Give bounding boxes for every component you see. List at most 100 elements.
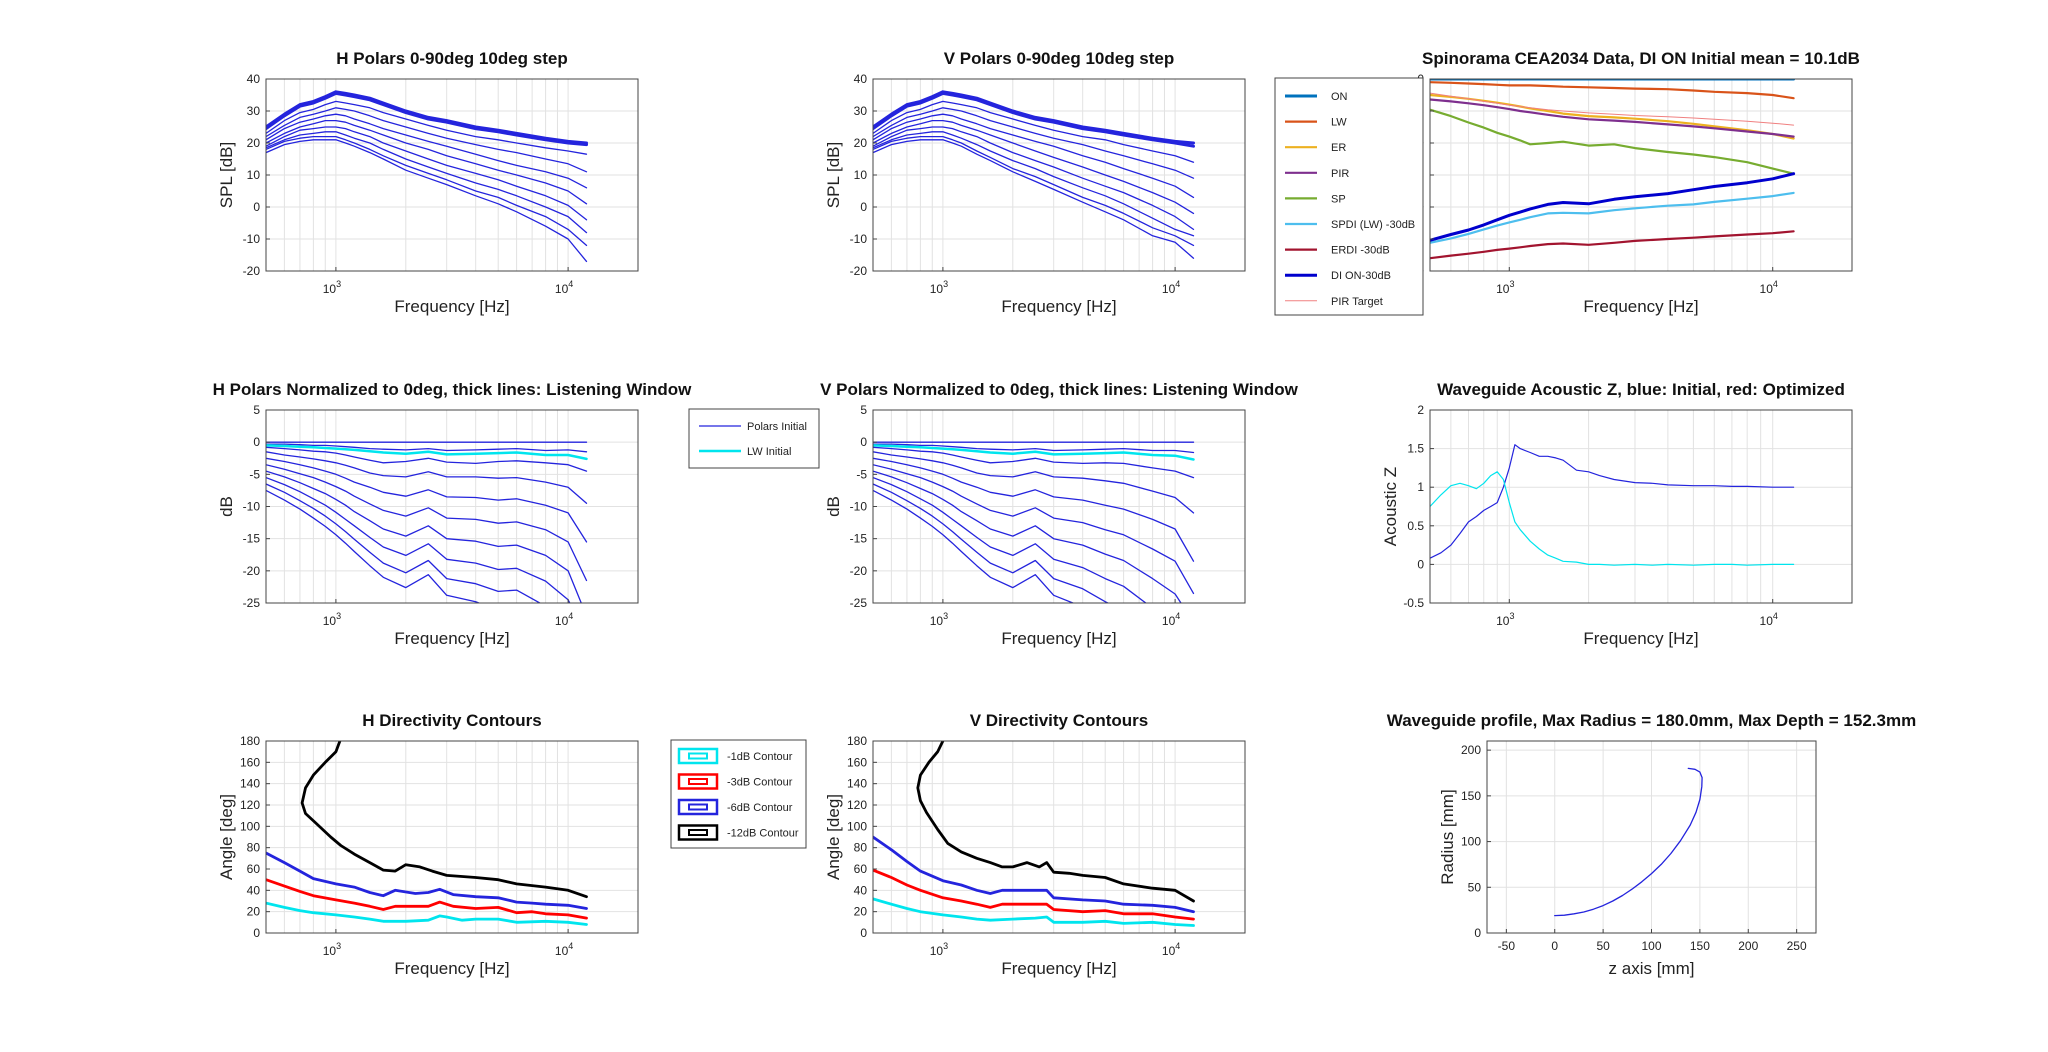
x-tick-label: 100 [1641, 939, 1661, 953]
x-tick-label: 104 [555, 279, 573, 296]
series-30deg [873, 451, 1195, 514]
y-tick-label: -10 [850, 232, 868, 246]
y-tick-label: 20 [247, 136, 261, 150]
series-lw [266, 444, 588, 461]
x-axis-label: Frequency [Hz] [1001, 629, 1116, 648]
x-tick-label: 104 [1760, 611, 1778, 628]
legend-label: -12dB Contour [727, 828, 799, 840]
x-tick-base: 10 [323, 614, 337, 628]
y-tick-label: 0 [253, 435, 260, 449]
legend-label: DI ON-30dB [1331, 270, 1391, 282]
series-40deg [266, 113, 588, 189]
x-tick-label: 200 [1738, 939, 1758, 953]
chart-title: Waveguide Acoustic Z, blue: Initial, red… [1437, 380, 1845, 399]
x-tick-base: 10 [930, 614, 944, 628]
x-axis-label: Frequency [Hz] [394, 297, 509, 316]
series-40deg [873, 457, 1195, 562]
legend-label: ER [1331, 142, 1346, 154]
x-tick-label: 104 [1162, 941, 1180, 958]
y-tick-label: 80 [247, 841, 261, 855]
series--12db-contour [916, 741, 1195, 903]
series-50deg [873, 464, 1195, 595]
chart-title: H Polars Normalized to 0deg, thick lines… [213, 380, 693, 399]
series-40deg [266, 457, 588, 543]
legend-label: LW Initial [747, 446, 791, 458]
x-tick-label: 250 [1787, 939, 1807, 953]
y-axis-label: Acoustic Z [1381, 467, 1400, 546]
x-tick-label: 103 [323, 941, 341, 958]
series-pir [1430, 98, 1795, 138]
x-tick-base: 10 [323, 944, 337, 958]
chart-title: V Polars Normalized to 0deg, thick lines… [820, 380, 1299, 399]
series-20deg [873, 100, 1195, 163]
series-lw [873, 444, 1195, 461]
legend-label: -1dB Contour [727, 751, 793, 763]
series-group [1430, 79, 1796, 260]
y-tick-label: 30 [854, 104, 868, 118]
x-tick-base: 10 [1760, 614, 1774, 628]
legend-swatch-inner [688, 752, 708, 760]
series-20deg [266, 446, 588, 472]
legend-swatch-inner [688, 829, 708, 836]
y-tick-label: 20 [854, 136, 868, 150]
x-axis-label: Frequency [Hz] [1001, 297, 1116, 316]
series-90deg [873, 139, 1195, 259]
chart-title: H Directivity Contours [362, 711, 541, 730]
legend: ON LW ER PIR SP SPDI (LW) -30dB ERDI -30dB DI O… [1274, 77, 1424, 316]
series-80deg [873, 483, 1110, 603]
series-group [873, 90, 1195, 259]
chart-spinorama: 0-5-10-15-20-25-30103104Spinorama CEA203… [1274, 49, 1860, 316]
x-tick-base: 10 [930, 944, 944, 958]
legend-label: SP [1331, 193, 1346, 205]
x-tick-label: 103 [1496, 611, 1514, 628]
plot-area [872, 740, 1246, 934]
series--3db-contour [873, 868, 1195, 921]
series-group [266, 90, 588, 263]
series-40deg [873, 113, 1195, 199]
x-tick-label: -50 [1498, 939, 1516, 953]
axes-box [265, 740, 639, 934]
y-tick-label: -10 [850, 500, 868, 514]
series-80deg [266, 135, 588, 247]
y-tick-label: -20 [243, 264, 261, 278]
series-10deg [266, 443, 588, 453]
y-tick-label: 30 [247, 104, 261, 118]
y-tick-label: 20 [854, 905, 868, 919]
series-group [266, 441, 588, 603]
chart-title: H Polars 0-90deg 10deg step [336, 49, 567, 68]
y-tick-label: 100 [240, 819, 260, 833]
series-20deg [266, 100, 588, 155]
x-axis-label: Frequency [Hz] [1583, 297, 1698, 316]
x-tick-exp: 4 [568, 941, 573, 951]
y-tick-label: 200 [1461, 743, 1481, 757]
y-tick-label: 180 [240, 734, 260, 748]
x-tick-base: 10 [1162, 282, 1176, 296]
y-tick-label: -10 [243, 500, 261, 514]
y-tick-label: 0 [860, 200, 867, 214]
y-tick-label: 0 [860, 435, 867, 449]
series-10deg [873, 91, 1195, 148]
legend-label: ON [1331, 91, 1348, 103]
series-sp [1430, 108, 1795, 175]
x-tick-base: 10 [1162, 614, 1176, 628]
y-tick-label: 160 [240, 755, 260, 769]
series-group [1554, 767, 1703, 917]
series-70deg [873, 476, 1147, 603]
y-tick-label: 0 [1417, 557, 1424, 571]
y-tick-label: -25 [850, 596, 868, 610]
series-80deg [873, 135, 1195, 247]
y-tick-label: 0 [860, 926, 867, 940]
x-tick-base: 10 [555, 614, 569, 628]
x-tick-base: 10 [323, 282, 337, 296]
y-tick-label: 5 [253, 403, 260, 417]
series-30deg [266, 107, 588, 173]
x-tick-label: 103 [1496, 279, 1514, 296]
plot-area [265, 740, 639, 934]
legend-label: -3dB Contour [727, 777, 793, 789]
legend-label: SPDI (LW) -30dB [1331, 219, 1415, 231]
